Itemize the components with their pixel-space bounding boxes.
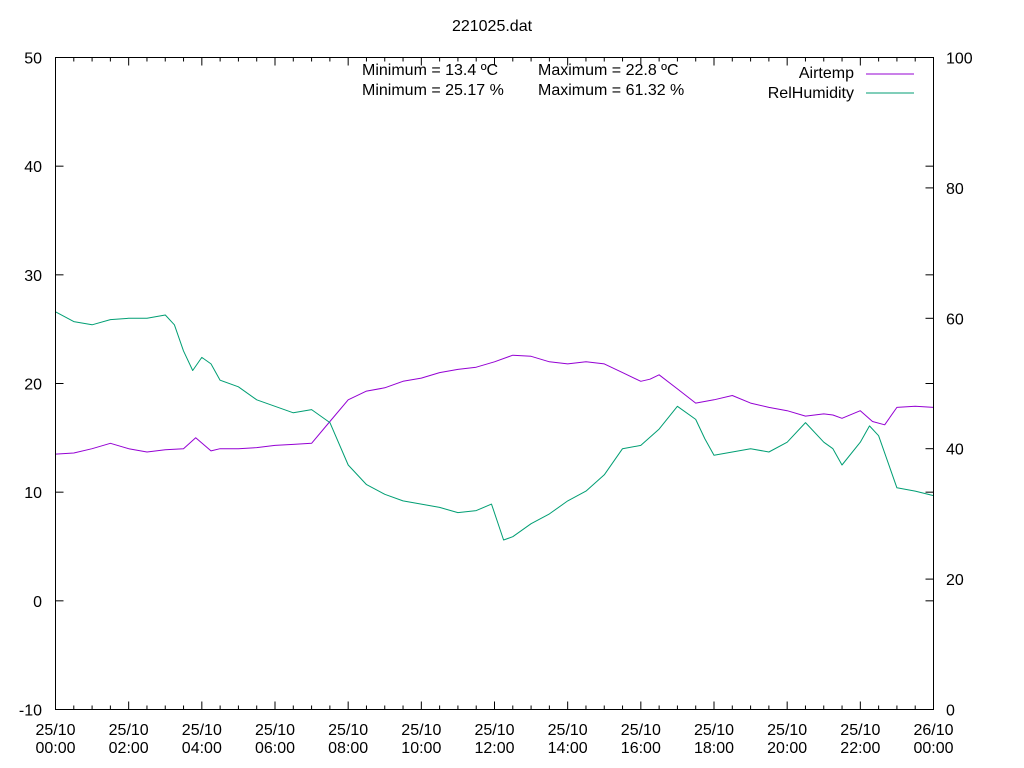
right-y-axis: 0 20 40 60 80 100 — [925, 51, 973, 720]
right-tick-label: 20 — [946, 572, 964, 589]
x-tick-label-date: 25/10 — [548, 722, 588, 739]
left-tick-label: 40 — [24, 159, 42, 176]
x-tick-label-time: 00:00 — [35, 740, 75, 757]
x-tick-label-date: 25/10 — [328, 722, 368, 739]
x-tick-label-time: 04:00 — [182, 740, 222, 757]
x-tick-label-time: 08:00 — [328, 740, 368, 757]
x-tick-label-time: 20:00 — [767, 740, 807, 757]
x-axis: 25/1000:0025/1002:0025/1004:0025/1006:00… — [35, 57, 954, 757]
x-tick-label-time: 14:00 — [548, 740, 588, 757]
chart-title: 221025.dat — [452, 18, 533, 35]
plot-border — [55, 57, 934, 710]
x-tick-label-date: 25/10 — [35, 722, 75, 739]
annotation-temp-max: Maximum = 22.8 ºC — [538, 62, 679, 79]
left-tick-label: 20 — [24, 377, 42, 394]
left-tick-label: -10 — [19, 703, 42, 720]
plot-lines — [55, 311, 934, 541]
x-tick-label-time: 12:00 — [474, 740, 514, 757]
x-tick-label-time: 10:00 — [401, 740, 441, 757]
x-tick-label-time: 00:00 — [913, 740, 953, 757]
right-tick-label: 60 — [946, 311, 964, 328]
left-tick-label: 30 — [24, 268, 42, 285]
annotations: Minimum = 13.4 ºC Maximum = 22.8 ºC Mini… — [362, 62, 684, 99]
x-tick-label-time: 22:00 — [840, 740, 880, 757]
x-tick-label-date: 25/10 — [621, 722, 661, 739]
x-tick-label-date: 25/10 — [401, 722, 441, 739]
legend: Airtemp RelHumidity — [768, 65, 914, 102]
x-tick-label-date: 26/10 — [913, 722, 953, 739]
x-tick-label-date: 25/10 — [474, 722, 514, 739]
left-tick-label: 0 — [33, 594, 42, 611]
annotation-hum-max: Maximum = 61.32 % — [538, 82, 684, 99]
right-tick-label: 40 — [946, 442, 964, 459]
annotation-hum-min: Minimum = 25.17 % — [362, 82, 504, 99]
left-tick-label: 50 — [24, 51, 42, 68]
series-line-airtemp — [55, 354, 934, 455]
x-tick-label-date: 25/10 — [255, 722, 295, 739]
left-tick-label: 10 — [24, 485, 42, 502]
x-tick-label-date: 25/10 — [840, 722, 880, 739]
legend-label-airtemp: Airtemp — [799, 65, 854, 82]
x-tick-label-time: 02:00 — [109, 740, 149, 757]
x-tick-label-time: 06:00 — [255, 740, 295, 757]
x-tick-label-date: 25/10 — [694, 722, 734, 739]
x-tick-label-date: 25/10 — [182, 722, 222, 739]
right-tick-label: 80 — [946, 181, 964, 198]
series-line-relhumidity — [55, 311, 934, 541]
x-tick-label-date: 25/10 — [767, 722, 807, 739]
x-tick-label-time: 18:00 — [694, 740, 734, 757]
x-tick-label-time: 16:00 — [621, 740, 661, 757]
left-y-axis: -10 0 10 20 30 40 50 — [19, 51, 934, 720]
right-tick-label: 0 — [946, 703, 955, 720]
right-tick-label: 100 — [946, 51, 973, 68]
annotation-temp-min: Minimum = 13.4 ºC — [362, 62, 498, 79]
x-tick-label-date: 25/10 — [109, 722, 149, 739]
legend-label-relhumidity: RelHumidity — [768, 85, 854, 102]
